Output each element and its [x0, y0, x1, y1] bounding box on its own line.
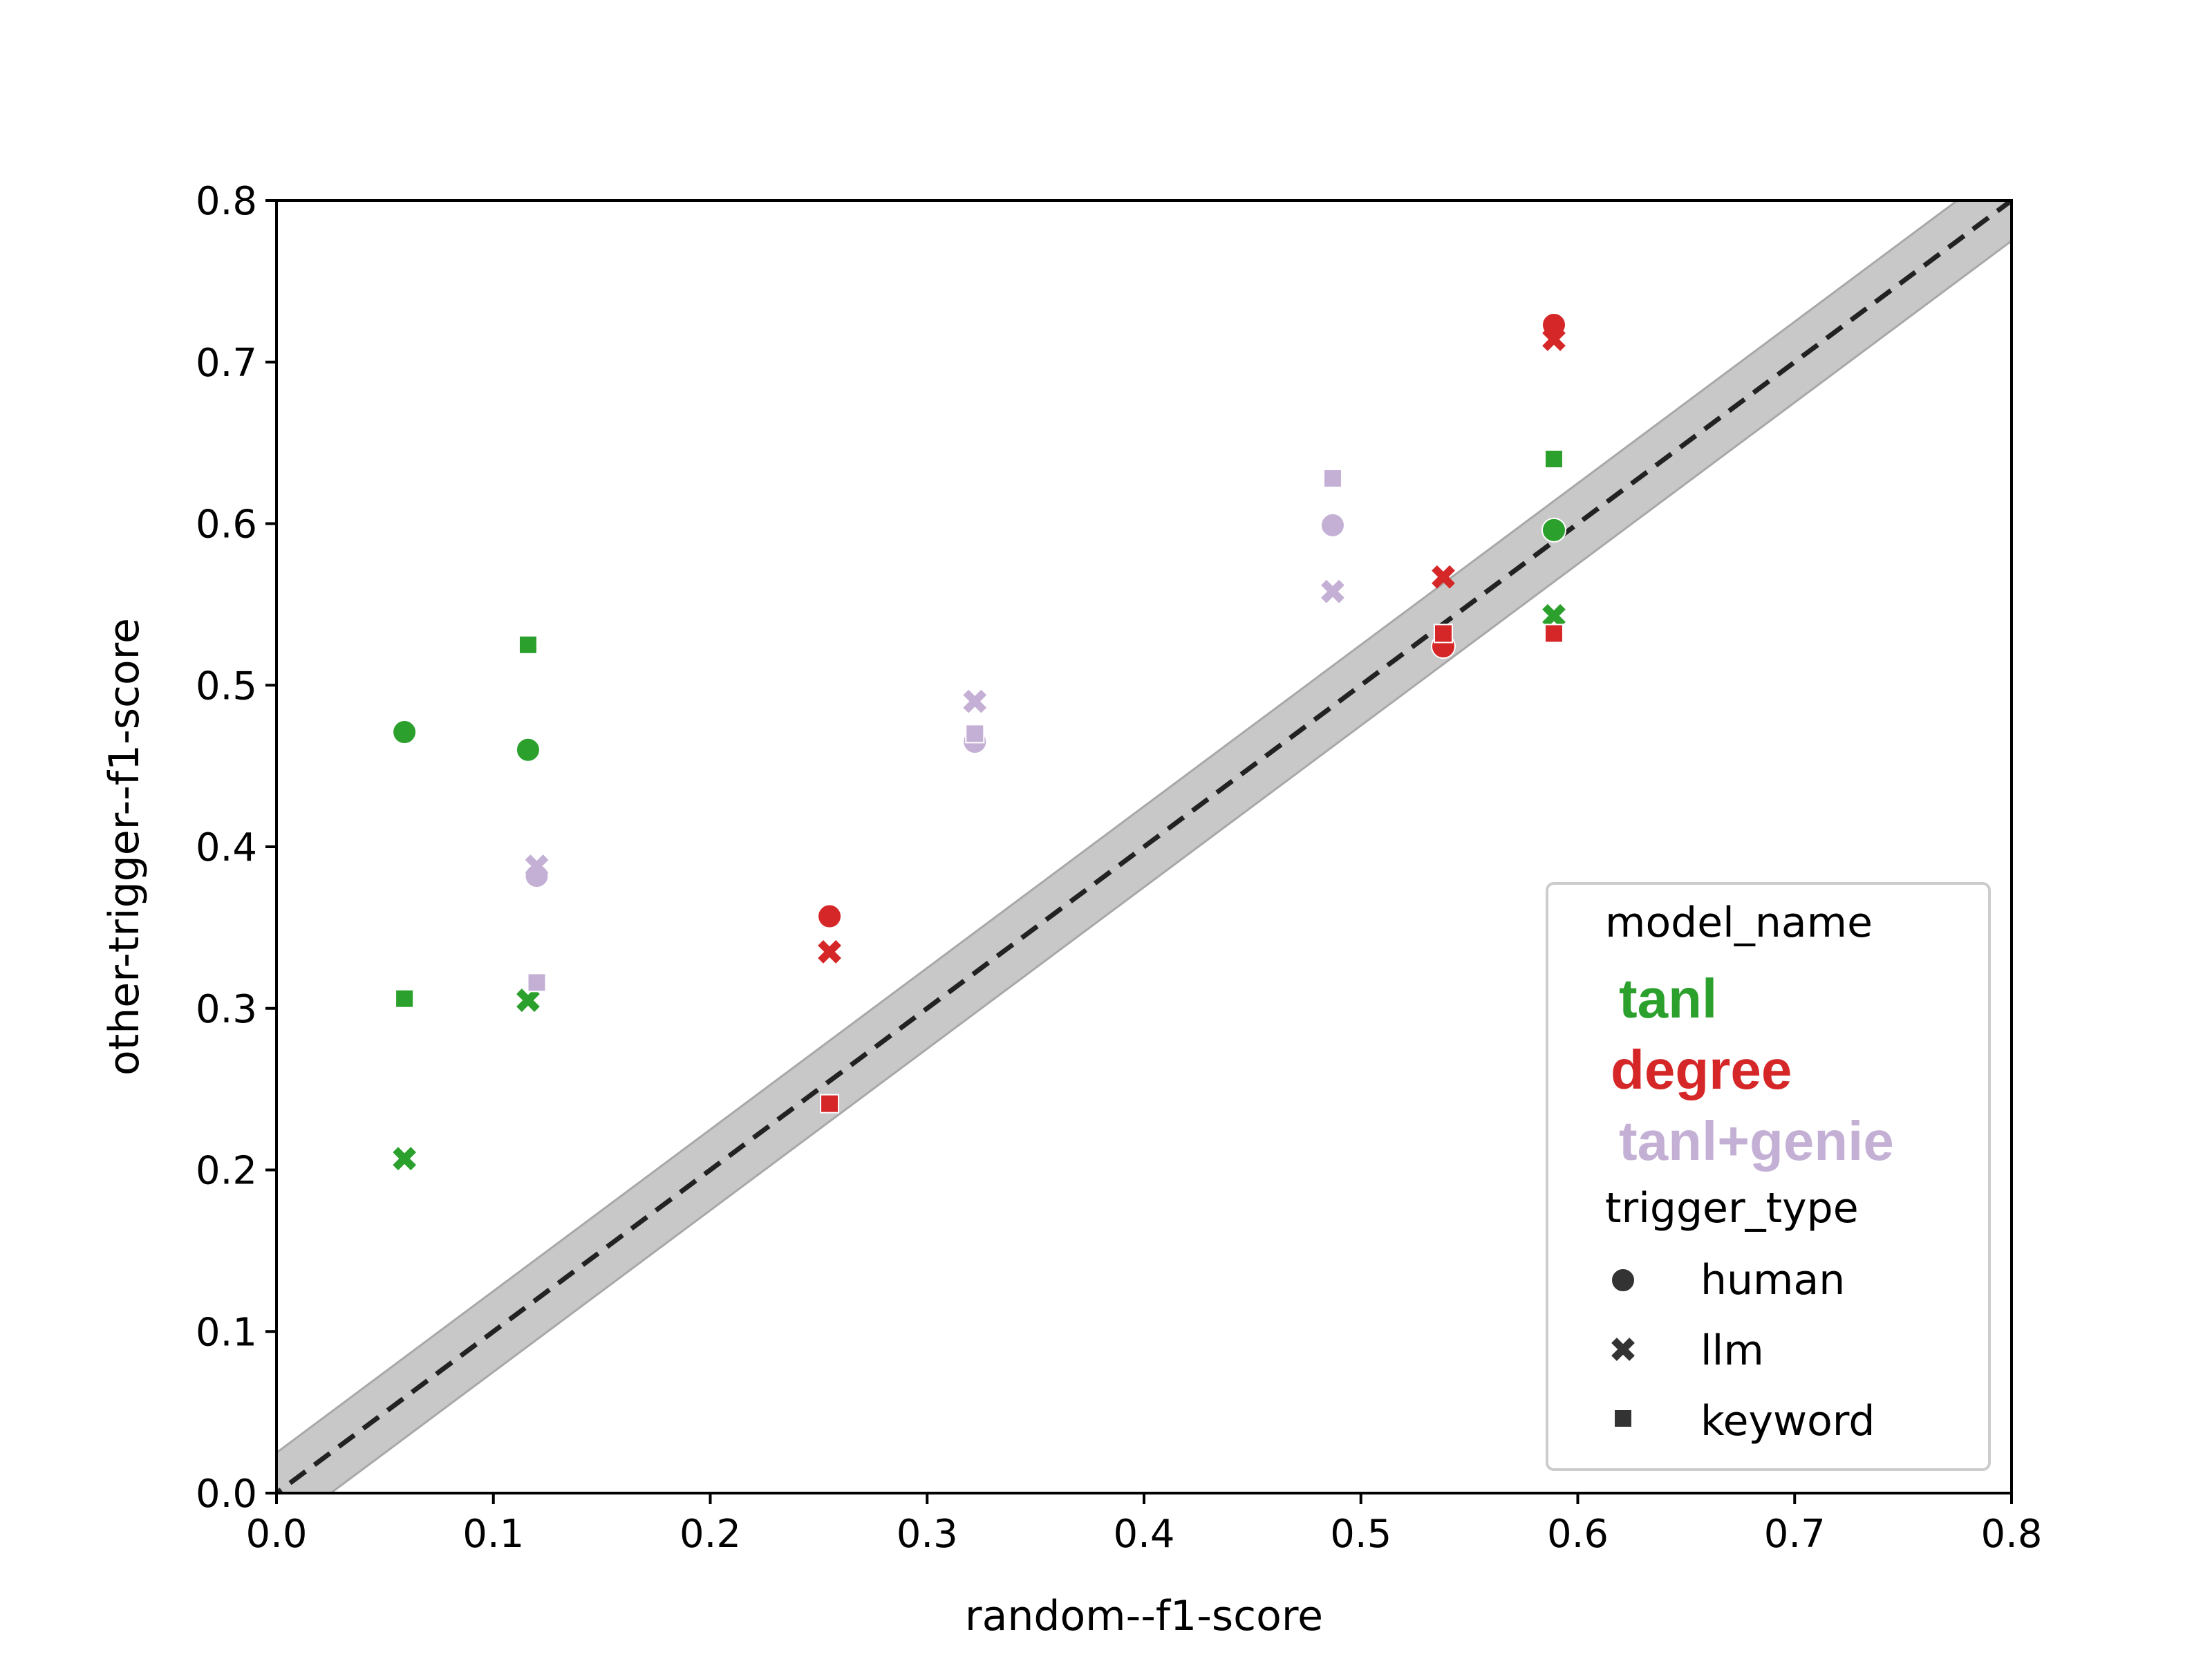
- legend-model-title: model_name: [1605, 899, 1873, 947]
- point-tanl-human: [1541, 517, 1566, 543]
- legend-marker-keyword: [1613, 1409, 1633, 1428]
- point-tanl-human: [392, 720, 418, 745]
- axis-ticks-group: 0.0 0.1 0.2 0.3 0.4 0.5 0.6 0.7 0.8 0.0 0.1 0.2 0.3 0…: [196, 179, 2043, 1557]
- y-tick-label: 0.1: [196, 1310, 257, 1355]
- point-tanl-keyword: [518, 635, 538, 655]
- point-degree-keyword: [820, 1094, 840, 1114]
- y-tick-label: 0.2: [196, 1149, 257, 1194]
- y-axis-title: other-trigger--f1-score: [100, 618, 149, 1076]
- x-axis-title: random--f1-score: [965, 1592, 1323, 1640]
- point-tanl-llm: [393, 1147, 417, 1171]
- point-degree-keyword: [1433, 624, 1453, 644]
- point-degree-llm: [1432, 565, 1455, 589]
- y-tick-label: 0.5: [196, 664, 257, 709]
- legend-box: [1546, 882, 1991, 1471]
- point-degree-llm: [1542, 328, 1566, 351]
- point-tanl-genie-keyword: [1322, 469, 1342, 489]
- legend-model-tanl-genie: tanl+genie: [1619, 1110, 1894, 1172]
- y-tick-label: 0.0: [196, 1472, 257, 1517]
- legend-model-degree: degree: [1611, 1039, 1792, 1100]
- legend-marker-human: [1611, 1268, 1635, 1293]
- reference-band-group: [276, 200, 2012, 1493]
- point-tanl-genie-keyword: [527, 973, 547, 993]
- x-tick-label: 0.4: [1113, 1512, 1174, 1557]
- y-tick-label: 0.6: [196, 503, 257, 547]
- legend-markers-group: [1611, 1268, 1635, 1428]
- point-tanl-keyword: [395, 988, 415, 1009]
- x-tick-label: 0.3: [897, 1512, 958, 1557]
- legend-trigger-title: trigger_type: [1605, 1184, 1859, 1232]
- x-tick-label: 0.2: [679, 1512, 741, 1557]
- legend-model-tanl: tanl: [1619, 968, 1717, 1029]
- y-tick-label: 0.8: [196, 179, 257, 224]
- point-degree-keyword: [1544, 624, 1564, 644]
- point-tanl-genie-llm: [963, 689, 987, 713]
- y-tick-label: 0.4: [196, 825, 257, 870]
- legend-trigger-llm: llm: [1700, 1327, 1764, 1375]
- y-tick-label: 0.3: [196, 987, 257, 1032]
- x-tick-label: 0.6: [1547, 1512, 1609, 1557]
- x-tick-label: 0.5: [1330, 1512, 1391, 1557]
- x-tick-label: 0.0: [245, 1512, 307, 1557]
- legend-trigger-keyword: keyword: [1700, 1397, 1875, 1445]
- point-tanl-llm: [1542, 603, 1566, 628]
- identity-line: [276, 200, 2012, 1493]
- point-tanl-human: [515, 737, 541, 762]
- point-tanl-genie-llm: [1321, 579, 1344, 603]
- legend: model_name tanl degree tanl+genie trigge…: [1546, 882, 1991, 1471]
- point-tanl-genie-human: [1320, 512, 1345, 538]
- point-tanl-genie-llm: [525, 854, 549, 878]
- x-tick-label: 0.7: [1764, 1512, 1826, 1557]
- y-tick-label: 0.7: [196, 341, 257, 386]
- point-degree-human: [817, 903, 843, 929]
- point-tanl-keyword: [1544, 449, 1564, 469]
- point-degree-llm: [818, 940, 841, 964]
- x-tick-label: 0.1: [462, 1512, 524, 1557]
- legend-trigger-human: human: [1700, 1256, 1845, 1304]
- point-tanl-llm: [516, 988, 540, 1012]
- legend-marker-llm: [1611, 1338, 1635, 1361]
- x-tick-label: 0.8: [1980, 1512, 2042, 1557]
- data-points-group: [392, 312, 1566, 1171]
- point-tanl-genie-keyword: [965, 724, 985, 744]
